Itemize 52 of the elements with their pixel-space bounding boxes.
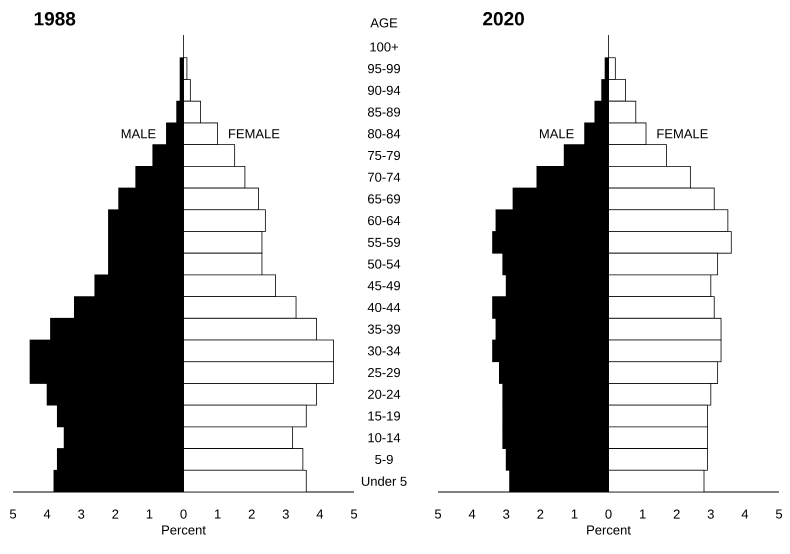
y-tick-label: 25-29: [368, 368, 400, 378]
chart-title: 2020: [483, 12, 524, 26]
x-axis-title: Percent: [162, 526, 206, 535]
x-tick-label: 5: [350, 510, 358, 519]
x-tick-label: 4: [468, 510, 476, 518]
y-axis-title: AGE: [370, 18, 398, 28]
series-label: MALE: [122, 129, 156, 138]
series-label: MALE: [540, 129, 574, 138]
y-tick-label: 50-54: [368, 259, 400, 269]
x-tick-label: 0: [180, 510, 187, 519]
y-tick-label: 15-19: [368, 411, 400, 421]
y-tick-label: 60-64: [368, 216, 400, 226]
y-tick-label: 70-74: [368, 172, 400, 182]
y-tick-label: 100+: [370, 42, 398, 52]
x-tick-label: 3: [282, 510, 289, 519]
y-tick-label: 20-24: [368, 390, 400, 399]
x-tick-label: 2: [674, 510, 680, 519]
x-tick-label: 4: [44, 510, 50, 518]
y-tick-label: 85-89: [368, 107, 400, 117]
y-tick-label: Under 5: [362, 476, 407, 486]
y-tick-label: 75-79: [368, 150, 400, 160]
x-tick-label: 5: [10, 510, 16, 519]
series-label: FEMALE: [657, 129, 708, 138]
x-tick-label: 3: [503, 510, 510, 519]
x-tick-label: 3: [78, 510, 84, 519]
x-tick-label: 2: [537, 510, 544, 519]
y-tick-label: 30-34: [368, 346, 400, 356]
x-tick-label: 1: [146, 510, 152, 518]
y-tick-label: 55-59: [368, 238, 400, 247]
x-tick-label: 1: [640, 510, 646, 518]
x-tick-label: 3: [708, 510, 714, 519]
x-axis-title: Percent: [587, 526, 631, 535]
y-tick-label: 5-9: [375, 454, 393, 464]
y-tick-label: 45-49: [368, 281, 400, 290]
x-tick-label: 1: [214, 510, 221, 518]
x-tick-label: 4: [742, 510, 748, 518]
x-tick-label: 5: [434, 510, 442, 519]
y-tick-label: 95-99: [368, 64, 400, 74]
x-tick-label: 1: [572, 510, 578, 518]
x-tick-label: 0: [605, 510, 612, 519]
y-tick-label: 65-69: [368, 194, 400, 204]
series-label: FEMALE: [229, 129, 280, 138]
y-tick-label: 35-39: [368, 324, 400, 334]
y-tick-label: 90-94: [368, 86, 400, 95]
y-tick-label: 80-84: [368, 129, 400, 138]
y-tick-label: 40-44: [368, 302, 400, 312]
x-tick-label: 2: [112, 510, 118, 519]
x-tick-label: 5: [776, 510, 782, 519]
x-tick-label: 4: [316, 510, 324, 518]
chart-title: 1988: [34, 12, 76, 26]
x-tick-label: 2: [248, 510, 255, 519]
y-tick-label: 10-14: [368, 433, 400, 442]
